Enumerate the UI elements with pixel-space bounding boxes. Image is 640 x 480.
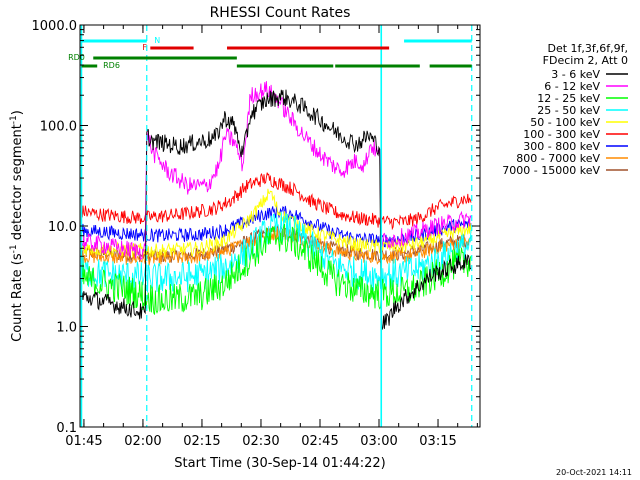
series-line-300-800-keV [81, 205, 472, 248]
y-tick-label: 0.1 [56, 421, 77, 436]
legend-header-line: FDecim 2, Att 0 [543, 54, 628, 67]
status-label-RD6: RD6 [103, 61, 120, 70]
legend-label: 50 - 100 keV [530, 116, 600, 129]
x-tick-label: 03:00 [360, 434, 397, 449]
y-tick-label: 1.0 [56, 321, 77, 336]
legend-label: 100 - 300 keV [523, 128, 600, 141]
status-label-N: N [154, 36, 160, 45]
status-label-RD0: RD0 [68, 53, 85, 62]
y-tick-label: 1000.0 [32, 19, 78, 34]
x-tick-label: 01:45 [65, 434, 102, 449]
x-tick-label: 02:00 [124, 434, 161, 449]
legend-header-line: Det 1f,3f,6f,9f, [547, 42, 628, 55]
x-tick-label: 02:45 [301, 434, 338, 449]
x-tick-label: 03:15 [419, 434, 456, 449]
chart-title: RHESSI Count Rates [210, 5, 351, 21]
legend-label: 800 - 7000 keV [516, 152, 600, 165]
legend-label: 7000 - 15000 keV [502, 164, 600, 177]
legend-label: 12 - 25 keV [537, 92, 600, 105]
y-axis-label: Count Rate (s-1 detector segment-1) [9, 110, 25, 342]
legend: Det 1f,3f,6f,9f,FDecim 2, Att 03 - 6 keV… [502, 42, 628, 177]
legend-label: 25 - 50 keV [537, 104, 600, 117]
x-axis-label: Start Time (30-Sep-14 01:44:22) [174, 456, 385, 471]
axes-layer: 1000.0 100.0 10.0 1.0 0.101:45 02:00 02:15 02:3… [32, 19, 481, 449]
legend-label: 3 - 6 keV [551, 68, 600, 81]
render-timestamp: 20-Oct-2021 14:11 [556, 468, 632, 477]
status-label-F: F [142, 43, 147, 52]
x-tick-label: 02:30 [242, 434, 279, 449]
legend-label: 6 - 12 keV [544, 80, 600, 93]
series-line-50-100-keV [81, 188, 472, 258]
x-tick-label: 02:15 [183, 434, 220, 449]
legend-label: 300 - 800 keV [523, 140, 600, 153]
y-tick-label: 10.0 [48, 220, 77, 235]
y-tick-label: 100.0 [40, 120, 77, 135]
status-layer: NF RD0 RD6 [68, 36, 472, 70]
